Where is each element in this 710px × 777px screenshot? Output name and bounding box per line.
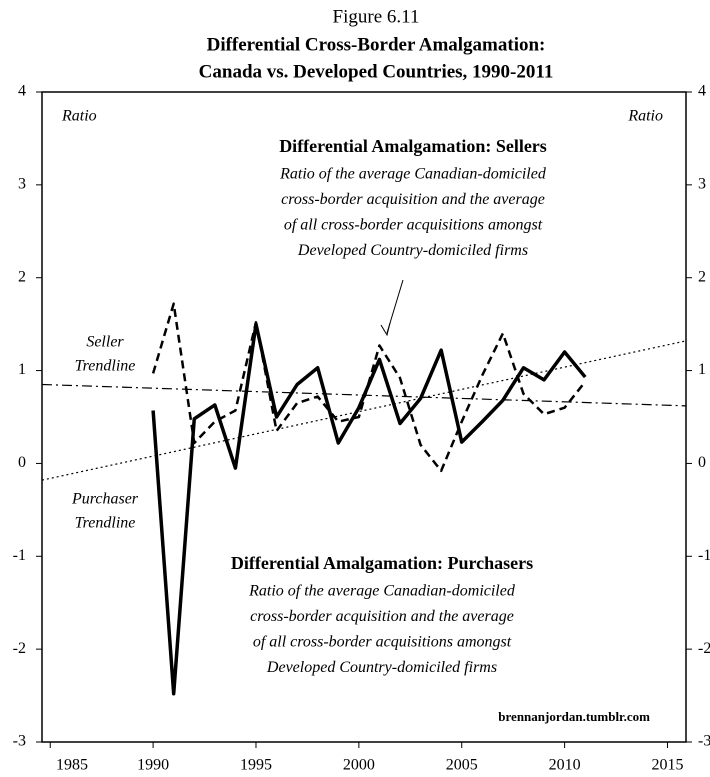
x-tick-label: 2000 xyxy=(343,757,375,774)
y2-axis-label: Ratio xyxy=(627,108,663,125)
x-tick-label: 2010 xyxy=(549,757,581,774)
trendline-label: Seller xyxy=(86,334,124,351)
x-tick-label: 2005 xyxy=(446,757,478,774)
y-tick-label: 0 xyxy=(18,454,26,471)
chart-title: Canada vs. Developed Countries, 1990-201… xyxy=(199,61,554,82)
trendline-label: Trendline xyxy=(75,358,136,375)
x-tick-label: 1995 xyxy=(240,757,272,774)
plot-frame xyxy=(41,91,687,743)
annotation-title: Differential Amalgamation: Sellers xyxy=(279,136,547,156)
y2-tick-label: 4 xyxy=(698,83,706,100)
trendline xyxy=(41,340,687,481)
annotation-text: of all cross-border acquisitions amongst xyxy=(253,634,512,651)
arrow-head xyxy=(380,322,391,337)
y-tick-label: 2 xyxy=(18,268,26,285)
annotation-text: of all cross-border acquisitions amongst xyxy=(284,217,543,234)
y2-tick-label: 0 xyxy=(698,454,706,471)
y2-tick-label: 1 xyxy=(698,361,706,378)
y-axis-label: Ratio xyxy=(61,108,97,125)
annotation-title: Differential Amalgamation: Purchasers xyxy=(231,553,533,573)
y2-tick-label: -2 xyxy=(698,640,710,657)
y-tick-label: -1 xyxy=(13,547,26,564)
y2-tick-label: -3 xyxy=(698,733,710,750)
y-tick-label: -3 xyxy=(13,733,26,750)
annotation-text: cross-border acquisition and the average xyxy=(250,608,514,625)
annotation-text: Developed Country-domiciled firms xyxy=(266,659,497,676)
figure-label: Figure 6.11 xyxy=(333,6,420,27)
y-tick-label: 3 xyxy=(18,176,26,193)
chart-title: Differential Cross-Border Amalgamation: xyxy=(207,34,546,55)
x-tick-label: 1990 xyxy=(137,757,169,774)
y2-tick-label: 3 xyxy=(698,176,706,193)
series-line xyxy=(151,302,587,473)
y-tick-label: 4 xyxy=(18,83,26,100)
annotation-text: Ratio of the average Canadian-domiciled xyxy=(248,583,516,600)
y-tick-label: -2 xyxy=(13,640,26,657)
y2-tick-label: -1 xyxy=(698,547,710,564)
trendline-label: Trendline xyxy=(75,515,136,532)
x-tick-label: 2015 xyxy=(651,757,683,774)
trendline-label: Purchaser xyxy=(71,491,139,508)
annotation-text: Developed Country-domiciled firms xyxy=(297,242,528,259)
x-tick-label: 1985 xyxy=(56,757,88,774)
y2-tick-label: 2 xyxy=(698,268,706,285)
annotation-text: Ratio of the average Canadian-domiciled xyxy=(279,166,547,183)
annotation-text: cross-border acquisition and the average xyxy=(281,191,545,208)
source: brennanjordan.tumblr.com xyxy=(498,709,650,724)
y-tick-label: 1 xyxy=(18,361,26,378)
